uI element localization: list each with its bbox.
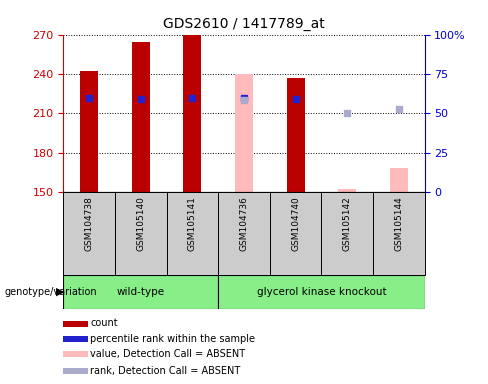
Bar (63, 351, 88, 357)
Bar (322, 192, 373, 275)
Bar (63, 368, 88, 374)
Bar (166, 192, 218, 275)
Text: GDS2610 / 1417789_at: GDS2610 / 1417789_at (163, 17, 325, 31)
Bar (63, 336, 88, 342)
Bar (63, 275, 218, 309)
Text: GSM105140: GSM105140 (136, 196, 145, 251)
Bar (286, 78, 305, 192)
Text: GSM105142: GSM105142 (343, 196, 352, 251)
Bar (218, 192, 270, 275)
Bar (270, 192, 322, 275)
Bar (235, 74, 253, 192)
Text: count: count (90, 318, 118, 328)
Text: GSM104736: GSM104736 (240, 196, 248, 251)
Bar (80, 71, 98, 192)
Bar (115, 192, 166, 275)
Bar (132, 43, 150, 192)
Text: GSM104740: GSM104740 (291, 196, 300, 251)
Text: rank, Detection Call = ABSENT: rank, Detection Call = ABSENT (90, 366, 240, 376)
Bar (373, 192, 425, 275)
Bar (390, 169, 408, 192)
Text: value, Detection Call = ABSENT: value, Detection Call = ABSENT (90, 349, 245, 359)
Text: GSM104738: GSM104738 (85, 196, 94, 251)
Bar (63, 192, 115, 275)
Text: percentile rank within the sample: percentile rank within the sample (90, 334, 255, 344)
Bar (183, 35, 202, 192)
Text: GSM105144: GSM105144 (394, 196, 403, 251)
Text: genotype/variation: genotype/variation (5, 287, 98, 297)
Text: glycerol kinase knockout: glycerol kinase knockout (257, 287, 386, 297)
Text: wild-type: wild-type (117, 287, 165, 297)
Bar (63, 321, 88, 327)
Bar (338, 189, 356, 192)
Text: ▶: ▶ (56, 287, 64, 297)
Bar (218, 275, 425, 309)
Text: GSM105141: GSM105141 (188, 196, 197, 251)
